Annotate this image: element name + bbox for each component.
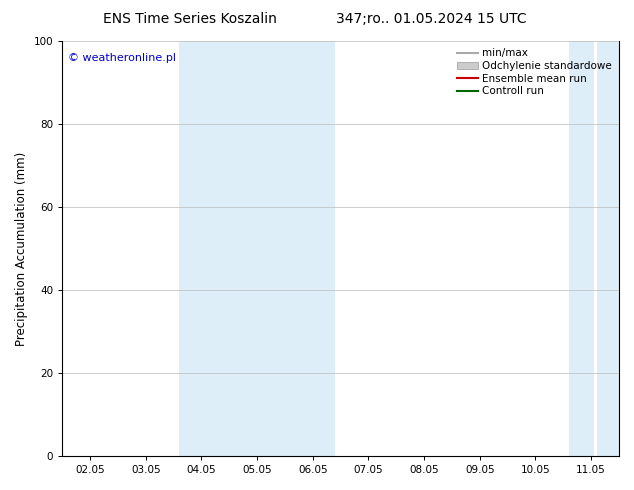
Legend: min/max, Odchylenie standardowe, Ensemble mean run, Controll run: min/max, Odchylenie standardowe, Ensembl… bbox=[455, 46, 614, 98]
Bar bbox=[179, 41, 335, 456]
Text: 347;ro.. 01.05.2024 15 UTC: 347;ro.. 01.05.2024 15 UTC bbox=[336, 12, 526, 26]
Y-axis label: Precipitation Accumulation (mm): Precipitation Accumulation (mm) bbox=[15, 151, 28, 345]
Text: ENS Time Series Koszalin: ENS Time Series Koszalin bbox=[103, 12, 277, 26]
Bar bbox=[569, 41, 594, 456]
Text: © weatheronline.pl: © weatheronline.pl bbox=[68, 53, 176, 64]
Bar bbox=[597, 41, 619, 456]
